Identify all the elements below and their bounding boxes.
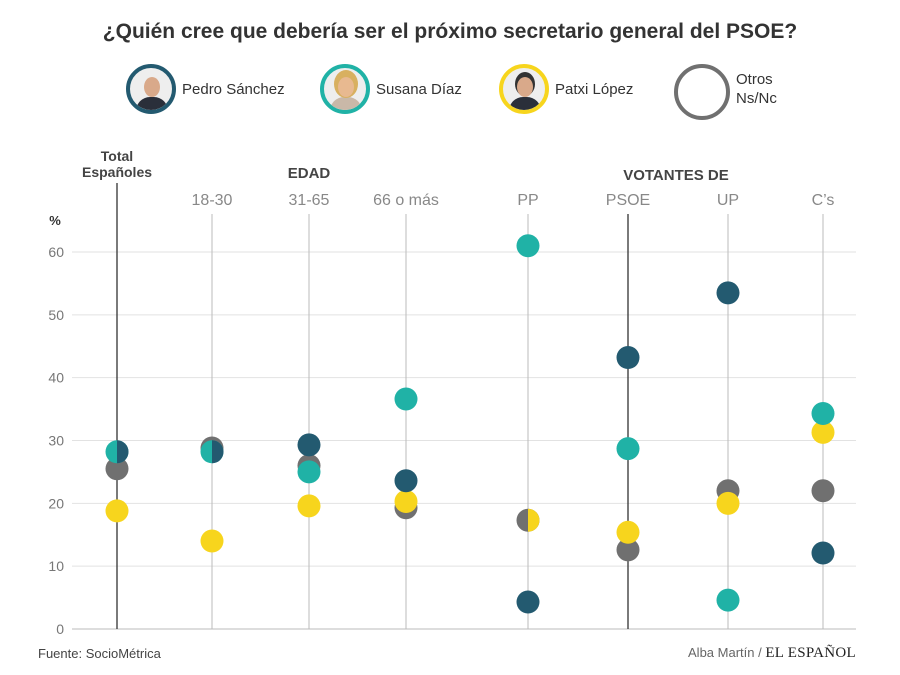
legend-label: Ns/Nc xyxy=(736,90,777,107)
category-label: PP xyxy=(517,192,538,209)
group-label-total: Españoles xyxy=(82,164,152,180)
data-point xyxy=(616,520,640,544)
data-point xyxy=(716,588,740,612)
data-point xyxy=(811,479,835,503)
legend-item-lopez: Patxi López xyxy=(499,64,633,114)
legend-item-otros: Otros Ns/Nc xyxy=(674,64,777,120)
legend-label: Pedro Sánchez xyxy=(182,80,285,98)
category-label: PSOE xyxy=(606,192,650,209)
legend-label: Patxi López xyxy=(555,80,634,98)
data-point xyxy=(297,494,321,518)
source: Fuente: SocioMétrica xyxy=(38,646,161,661)
avatar-lopez xyxy=(499,64,549,114)
data-point xyxy=(716,491,740,515)
data-point xyxy=(616,538,640,562)
data-point-half xyxy=(117,440,129,464)
y-tick-label: 30 xyxy=(48,433,64,449)
data-point xyxy=(105,499,129,523)
data-point xyxy=(811,401,835,425)
chart-title: ¿Quién cree que debería ser el próximo s… xyxy=(102,20,798,43)
category-label: 31-65 xyxy=(289,192,330,209)
credit: Alba Martín / EL ESPAÑOL xyxy=(688,645,856,662)
legend-label: Susana Díaz xyxy=(376,80,462,98)
data-point xyxy=(811,541,835,565)
data-point xyxy=(516,234,540,258)
y-tick-label: 10 xyxy=(48,558,64,574)
logo: EL ESPAÑOL xyxy=(765,645,856,661)
group-label-edad: EDAD xyxy=(288,165,331,182)
data-point xyxy=(200,529,224,553)
data-point xyxy=(394,469,418,493)
data-point xyxy=(394,489,418,513)
legend-item-sanchez: Pedro Sánchez xyxy=(126,64,285,114)
data-point xyxy=(716,281,740,305)
category-label: 18-30 xyxy=(192,192,233,209)
legend-label: Otros xyxy=(736,71,773,88)
avatar-sanchez xyxy=(126,64,176,114)
y-tick-label: 40 xyxy=(48,370,64,386)
y-axis-label: % xyxy=(49,213,61,228)
data-point xyxy=(297,460,321,484)
category-label: UP xyxy=(717,192,739,209)
data-point xyxy=(616,437,640,461)
data-point xyxy=(297,433,321,457)
data-point xyxy=(105,457,129,481)
data-point xyxy=(616,346,640,370)
data-point-half xyxy=(212,440,224,464)
y-tick-label: 60 xyxy=(48,244,64,260)
legend-item-diaz: Susana Díaz xyxy=(320,64,462,114)
y-tick-label: 20 xyxy=(48,495,64,511)
y-tick-label: 0 xyxy=(56,621,64,637)
avatar-otros xyxy=(674,64,730,120)
group-label-votantes: VOTANTES DE xyxy=(623,167,729,184)
author: Alba Martín / xyxy=(688,645,762,660)
avatar-diaz xyxy=(320,64,370,114)
group-label-total: Total xyxy=(101,148,133,164)
data-point xyxy=(516,590,540,614)
category-label: 66 o más xyxy=(373,192,439,209)
category-label: C’s xyxy=(812,192,835,209)
data-point xyxy=(811,420,835,444)
y-tick-label: 50 xyxy=(48,307,64,323)
data-point xyxy=(394,387,418,411)
data-point-half xyxy=(528,508,540,532)
